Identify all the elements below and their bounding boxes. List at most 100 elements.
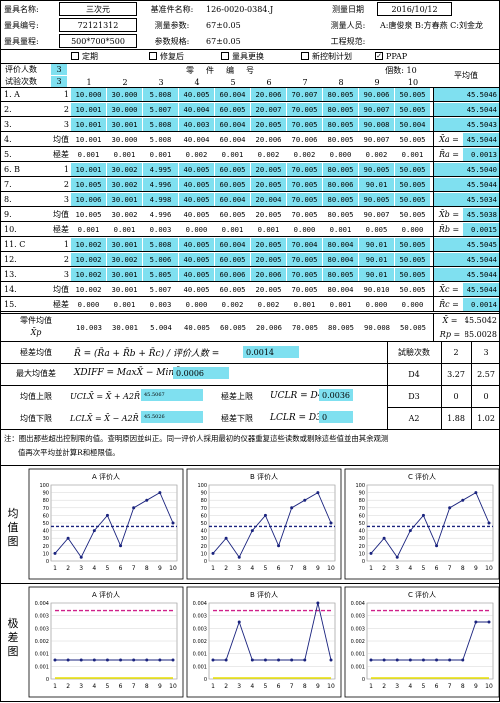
y-tick-label: 0.001: [193, 652, 207, 658]
grand-mean: 45.5042: [465, 315, 497, 325]
part-number: 4: [194, 77, 200, 87]
measurement-cell: 60.005: [215, 103, 250, 116]
purpose-option[interactable]: 修复后: [149, 49, 184, 63]
data-point: [329, 658, 333, 662]
x-tick-label: 3: [79, 565, 83, 572]
measurement-cell: 80.006: [323, 178, 358, 191]
lcl-r-label: 極差下限: [221, 413, 253, 423]
row-number: 1. A: [4, 90, 20, 99]
y-tick-label: 20: [201, 544, 207, 550]
data-point: [461, 658, 465, 662]
purpose-option[interactable]: ✓ PPAP: [375, 49, 407, 63]
purpose-option[interactable]: 量具更换: [221, 49, 264, 63]
measurement-cell: 80.005: [323, 163, 358, 176]
y-tick-label: 10: [359, 551, 365, 557]
measurement-cell: 5.007: [149, 285, 172, 294]
data-point: [369, 658, 373, 662]
gauge-no-label: 量具编号:: [4, 20, 39, 30]
measurement-cell: 5.006: [143, 253, 178, 266]
data-point: [382, 536, 386, 540]
measurement-cell: 10.002: [71, 238, 106, 251]
measurement-cell: 50.004: [395, 118, 430, 131]
data-point: [119, 544, 123, 548]
row-number: 8.: [4, 195, 12, 204]
x-tick-label: 8: [303, 565, 307, 572]
y-tick-label: 80: [201, 498, 207, 504]
measurement-cell: 10.002: [71, 253, 106, 266]
measurement-cell: 10.001: [71, 103, 106, 116]
measurement-cell: 30.002: [107, 253, 142, 266]
data-point: [119, 658, 123, 662]
measurement-cell: 60.005: [219, 210, 246, 219]
measurement-cell: 90.005: [359, 193, 394, 206]
x-tick-label: 8: [145, 565, 149, 572]
part-number: 6: [266, 77, 272, 87]
ucl-x-formula: UCLX̄ = X̄ + A2R̄ =: [70, 391, 147, 401]
purpose-option[interactable]: 新控制计划: [301, 49, 352, 63]
measurement-cell: 5.005: [143, 268, 178, 281]
eng-label: 工程规范:: [330, 36, 366, 46]
measurement-cell: 80.004: [323, 238, 358, 251]
measurement-cell: 80.004: [327, 285, 354, 294]
measurement-cell: 70.005: [291, 210, 318, 219]
y-tick-label: 90: [43, 491, 49, 497]
row-trial: 2: [63, 105, 69, 114]
y-tick-label: 30: [201, 536, 207, 542]
chart-title: C 评价人: [408, 591, 436, 599]
row-divider: [1, 221, 500, 222]
rp-symbol: Rp =: [439, 329, 461, 339]
measurement-cell: 0.001: [113, 300, 136, 309]
table-row: 4. 均值 10.001 30.000 5.008 40.004 60.004 20.006 7…: [1, 132, 500, 147]
purpose-option[interactable]: 定期: [71, 49, 98, 63]
checkbox-unchecked[interactable]: [301, 52, 309, 60]
note-line-1: 注：圈出那些超出控制限的值。查明原因並纠正。同一评价人採用最初的仪器重复這些读数…: [4, 433, 389, 443]
measurement-cell: 0.002: [365, 150, 388, 159]
measurement-cell: 4.996: [143, 178, 178, 191]
part-average-cell: 70.005: [292, 322, 318, 332]
row-trial: 2: [63, 255, 69, 264]
x-tick-label: 5: [264, 565, 268, 572]
y-tick-label: 60: [359, 513, 365, 519]
data-point: [105, 658, 109, 662]
data-point: [474, 620, 478, 624]
chart-title: A 评价人: [92, 591, 120, 599]
data-point: [277, 658, 281, 662]
measurement-cell: 30.001: [107, 118, 142, 131]
measurement-cell: 10.006: [71, 193, 106, 206]
x-tick-label: 2: [382, 683, 386, 690]
part-average-cell: 30.001: [112, 322, 138, 332]
ucl-r-formula: UCLR = D4R̄ =: [270, 391, 327, 401]
row-divider: [1, 191, 500, 192]
trials-3: 3: [483, 347, 489, 357]
lcl-x-value: 45.5026: [141, 411, 203, 423]
y-tick-label: 20: [359, 544, 365, 550]
checkbox-unchecked[interactable]: [149, 52, 157, 60]
checkbox-unchecked[interactable]: [71, 52, 79, 60]
range-chart-row-label: 极差图: [7, 617, 19, 658]
measurement-cell: 5.008: [143, 238, 178, 251]
data-point: [158, 491, 162, 495]
measurement-cell: 20.005: [255, 285, 282, 294]
row-number: 12.: [4, 255, 17, 264]
x-tick-label: 5: [422, 683, 426, 690]
table-row: 9. 均值 10.005 30.002 4.996 40.005 60.005 20.005 7…: [1, 207, 500, 222]
y-tick-label: 80: [359, 498, 365, 504]
x-tick-label: 6: [277, 683, 281, 690]
checkbox-unchecked[interactable]: [221, 52, 229, 60]
data-point: [408, 529, 412, 533]
part-average-cell: 40.005: [184, 322, 210, 332]
measurement-cell: 10.001: [71, 163, 106, 176]
measurement-cell: 60.006: [215, 268, 250, 281]
measurement-cell: 80.005: [323, 193, 358, 206]
part-number-title: 零 件 编 号: [186, 65, 256, 75]
series-line: [370, 491, 490, 559]
rbar-formula: R̄ = (R̄a + R̄b + R̄c) / 评价人数 =: [74, 348, 220, 359]
row-number: 4.: [4, 135, 12, 144]
measurement-cell: 40.005: [179, 238, 214, 251]
data-point: [66, 658, 70, 662]
measurement-cell: 40.005: [179, 253, 214, 266]
table-row: 10. 極差 0.001 0.001 0.003 0.000 0.001 0.001 0.000…: [1, 222, 500, 237]
part-average-cell: 5.004: [150, 322, 172, 332]
measurement-cell: 10.005: [75, 210, 102, 219]
checkbox-checked[interactable]: ✓: [375, 52, 383, 60]
